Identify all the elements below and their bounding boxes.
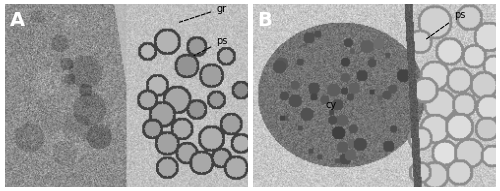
Text: A: A	[10, 11, 25, 30]
Text: ps: ps	[426, 10, 465, 39]
Text: cy: cy	[326, 100, 336, 110]
Text: B: B	[258, 11, 272, 30]
Text: ps: ps	[194, 36, 228, 56]
Text: gr: gr	[180, 4, 226, 22]
